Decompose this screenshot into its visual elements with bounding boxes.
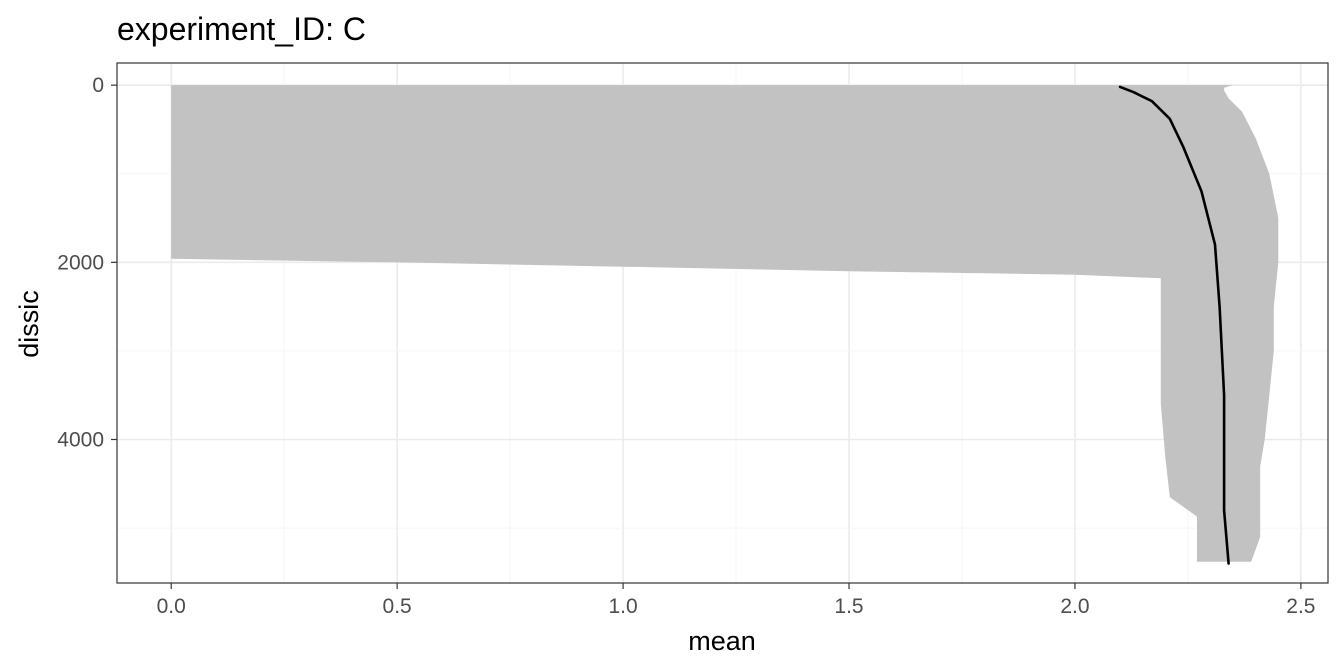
- panel-border: [116, 62, 1329, 584]
- chart-title: experiment_ID: C: [117, 11, 366, 47]
- y-tick-label: 4000: [57, 428, 104, 451]
- plot-area: [171, 85, 1279, 565]
- x-tick-label: 1.5: [834, 595, 863, 618]
- x-tick-label: 0.5: [383, 595, 412, 618]
- ribbon-area: [171, 85, 1279, 562]
- y-tick-label: 2000: [57, 251, 104, 274]
- x-axis: 0.0 0.5 1.0 1.5 2.0 2.5: [157, 583, 1315, 618]
- y-tick-label: 0: [92, 74, 104, 97]
- x-tick-label: 2.5: [1286, 595, 1315, 618]
- x-tick-label: 0.0: [157, 595, 186, 618]
- y-axis-label: dissic: [14, 290, 44, 358]
- x-axis-label: mean: [688, 626, 756, 656]
- x-tick-label: 1.0: [608, 595, 637, 618]
- y-axis: 0 2000 4000: [57, 74, 117, 451]
- x-tick-label: 2.0: [1060, 595, 1089, 618]
- mean-line: [1118, 85, 1230, 565]
